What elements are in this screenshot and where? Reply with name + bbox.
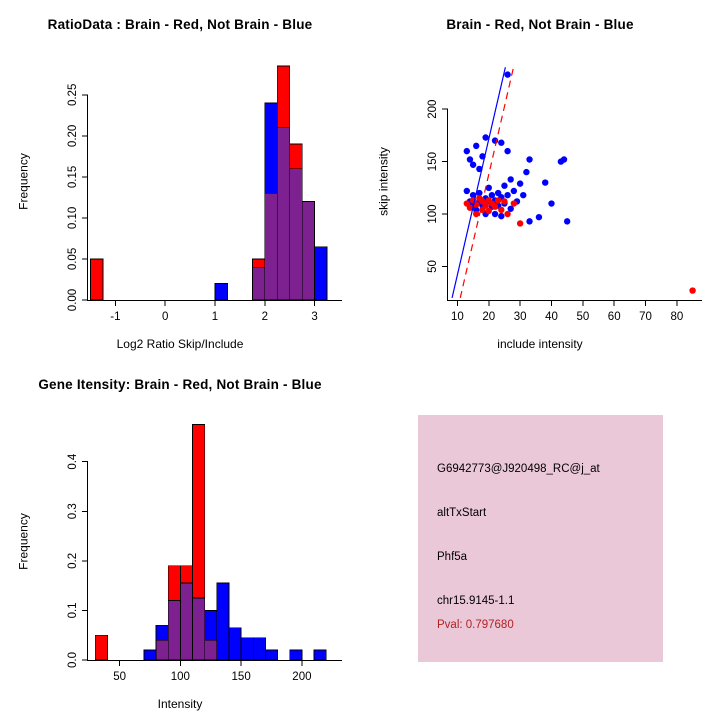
scatter-ylabel: skip intensity xyxy=(376,147,391,216)
svg-text:200: 200 xyxy=(292,671,311,683)
gene-intensity-title: Gene Itensity: Brain - Red, Not Brain - … xyxy=(38,377,322,392)
svg-text:0.20: 0.20 xyxy=(67,125,79,147)
chromosome-location-text: chr15.9145-1.1 xyxy=(437,595,515,607)
panel-gene-intensity-histogram: Gene Itensity: Brain - Red, Not Brain - … xyxy=(0,360,360,720)
intensity-scatter-plot: 10 20 30 40 50 60 70 80 50 100 150 200 xyxy=(427,67,702,323)
pvalue-text: Pval: 0.797680 xyxy=(437,619,514,631)
svg-text:0.2: 0.2 xyxy=(67,553,79,569)
svg-text:0.0: 0.0 xyxy=(67,652,79,668)
panel-intensity-scatter: Brain - Red, Not Brain - Blue 10 20 30 40 50… xyxy=(360,0,720,360)
event-type-text: altTxStart xyxy=(437,507,487,519)
svg-text:150: 150 xyxy=(427,152,439,171)
svg-text:0.10: 0.10 xyxy=(67,207,79,229)
gene-intensity-plot: 50 100 150 200 0.0 0.1 0.2 0.3 0.4 xyxy=(67,424,342,683)
scatter-xlabel: include intensity xyxy=(497,337,583,351)
ratio-histogram-title: RatioData : Brain - Red, Not Brain - Blu… xyxy=(47,17,313,32)
svg-text:50: 50 xyxy=(576,311,589,323)
svg-text:0.1: 0.1 xyxy=(67,602,79,618)
svg-text:0: 0 xyxy=(162,311,168,323)
svg-text:2: 2 xyxy=(262,311,268,323)
gene-intensity-ylabel: Frequency xyxy=(16,513,31,570)
svg-text:30: 30 xyxy=(514,311,527,323)
svg-text:-1: -1 xyxy=(110,311,120,323)
svg-text:0.25: 0.25 xyxy=(67,84,79,106)
ratio-histogram-plot: -1 0 1 2 3 0.00 0.05 0.10 0.15 0.20 0.25 xyxy=(67,65,342,323)
ratio-histogram-xlabel: Log2 Ratio Skip/Include xyxy=(116,337,244,351)
svg-text:3: 3 xyxy=(311,311,317,323)
svg-text:40: 40 xyxy=(545,311,558,323)
svg-text:200: 200 xyxy=(427,100,439,119)
svg-text:0.3: 0.3 xyxy=(67,503,79,519)
svg-text:150: 150 xyxy=(232,671,251,683)
gene-intensity-xlabel: Intensity xyxy=(157,697,203,711)
svg-text:70: 70 xyxy=(639,311,652,323)
gene-symbol-text: Phf5a xyxy=(437,551,468,563)
gene-info-box: G6942773@J920498_RC@j_at altTxStart Phf5… xyxy=(418,415,663,662)
svg-text:80: 80 xyxy=(671,311,684,323)
probe-id-text: G6942773@J920498_RC@j_at xyxy=(437,463,600,475)
svg-text:0.05: 0.05 xyxy=(67,248,79,270)
svg-text:1: 1 xyxy=(212,311,218,323)
svg-text:60: 60 xyxy=(608,311,621,323)
svg-text:0.15: 0.15 xyxy=(67,166,79,188)
ratio-histogram-ylabel: Frequency xyxy=(16,153,31,210)
panel-gene-info: G6942773@J920498_RC@j_at altTxStart Phf5… xyxy=(360,360,720,720)
svg-text:10: 10 xyxy=(451,311,464,323)
svg-text:100: 100 xyxy=(427,204,439,223)
svg-text:50: 50 xyxy=(113,671,126,683)
panel-ratio-histogram: RatioData : Brain - Red, Not Brain - Blu… xyxy=(0,0,360,360)
svg-text:0.4: 0.4 xyxy=(67,453,79,470)
svg-text:100: 100 xyxy=(171,671,190,683)
svg-text:20: 20 xyxy=(482,311,495,323)
scatter-title: Brain - Red, Not Brain - Blue xyxy=(446,17,634,32)
svg-text:0.00: 0.00 xyxy=(67,289,79,311)
svg-text:50: 50 xyxy=(427,260,439,273)
